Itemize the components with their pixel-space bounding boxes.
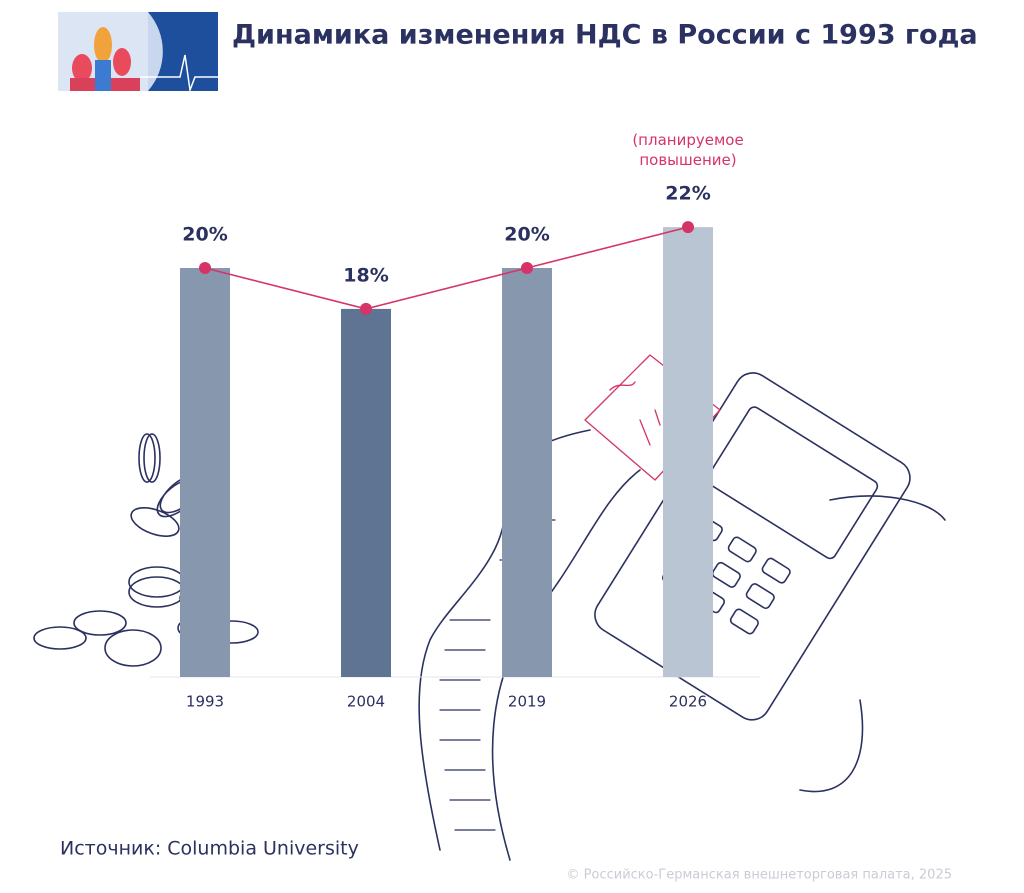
plot: 1993 20% 2004 18% 2019 20% 2026 22% [180, 183, 713, 711]
value-label: 22% [665, 183, 710, 205]
annotation: (планируемое повышение) [632, 131, 744, 169]
x-tick-label: 2004 [347, 693, 385, 711]
x-tick-label: 2019 [508, 693, 546, 711]
trend-line [204, 226, 689, 310]
logo [58, 12, 218, 93]
value-label: 20% [182, 224, 227, 246]
source: Источник: Columbia University [60, 838, 359, 860]
trend-point [682, 221, 694, 234]
chart-title: Динамика изменения НДС в России с 1993 г… [232, 20, 978, 51]
bar [502, 268, 552, 677]
trend-point [199, 262, 211, 274]
trend-point [360, 302, 372, 315]
x-tick-label: 1993 [186, 693, 224, 711]
bar [341, 308, 391, 677]
value-label: 20% [504, 224, 549, 246]
copyright: © Российско-Германская внешнеторговая па… [567, 868, 952, 883]
value-label: 18% [343, 264, 388, 286]
bar [180, 268, 230, 677]
trend-point [521, 262, 533, 274]
x-tick-label: 2026 [669, 693, 707, 711]
bar [663, 227, 713, 677]
